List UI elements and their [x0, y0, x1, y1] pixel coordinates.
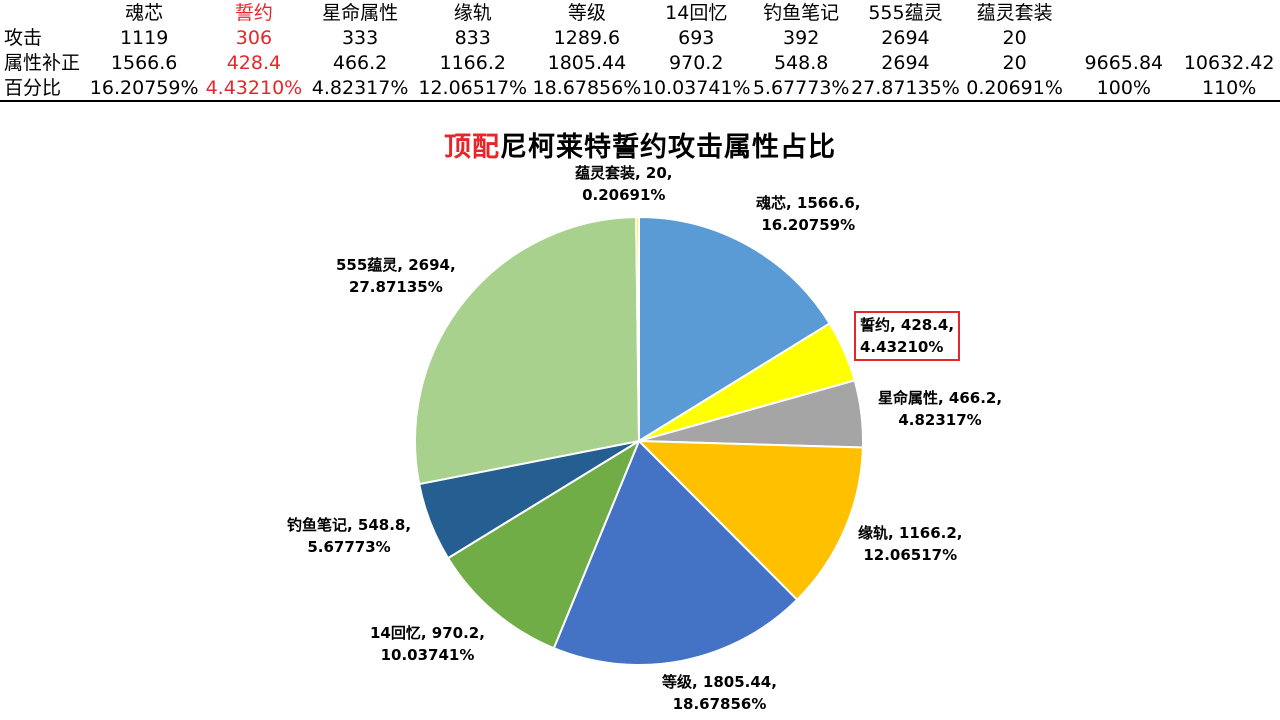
slice-label-diaoyu: 钓鱼笔记, 548.8, 5.67773% — [287, 514, 411, 558]
table-cell: 306 — [235, 26, 273, 49]
slice-label-line: 等级, 1805.44, — [662, 673, 777, 691]
slice-label-line: 5.67773% — [307, 538, 391, 556]
slice-label-line: 0.20691% — [582, 186, 666, 204]
slice-label-line: 4.82317% — [898, 411, 982, 429]
table-row: 属性补正 1566.6 428.4 466.2 1166.2 1805.44 9… — [0, 50, 1280, 75]
header-cell: 缘轨 — [453, 1, 492, 24]
slice-label-line: 27.87135% — [348, 278, 443, 296]
table-cell: 1566.6 — [110, 51, 178, 74]
pie-slice-5 — [447, 440, 640, 650]
table-cell: 2694 — [881, 51, 930, 74]
table-cell: 970.2 — [669, 51, 724, 74]
slice-label-line: 12.06517% — [863, 546, 958, 564]
table-cell: 1119 — [119, 26, 169, 49]
table-row: 攻击 1119 306 333 833 1289.6 693 392 2694 … — [0, 25, 1280, 50]
slice-label-line: 4.43210% — [860, 338, 944, 356]
table-cell: 466.2 — [332, 51, 388, 74]
slice-label-line: 誓约, 428.4, — [860, 316, 955, 334]
slice-label-dengji: 等级, 1805.44, 18.67856% — [662, 671, 777, 715]
header-cell: 誓约 — [234, 1, 273, 24]
table-cell: 428.4 — [226, 51, 282, 74]
row-label: 攻击 — [4, 26, 43, 49]
slice-label-line: 18.67856% — [672, 695, 767, 713]
slice-label-line: 蕴灵套装, 20, — [575, 164, 673, 182]
table-cell: 1805.44 — [547, 51, 627, 74]
header-cell: 14回忆 — [665, 1, 728, 24]
header-cell: 555蕴灵 — [868, 1, 943, 24]
table-cell: 9665.84 — [1084, 51, 1164, 74]
pie-slice-7 — [414, 216, 640, 486]
row-label: 属性补正 — [4, 51, 81, 74]
slice-label-yunling-555: 555蕴灵, 2694, 27.87135% — [336, 254, 456, 298]
slice-label-shiyue: 誓约, 428.4, 4.43210% — [854, 311, 961, 361]
slice-label-line: 14回忆, 970.2, — [370, 624, 485, 642]
table-cell: 12.06517% — [412, 75, 533, 102]
data-table: 魂芯 誓约 星命属性 缘轨 等级 14回忆 钓鱼笔记 555蕴灵 蕴灵套装 攻击… — [0, 0, 1280, 102]
table-cell: 18.67856% — [532, 75, 642, 102]
chart-title-highlight: 顶配 — [444, 132, 500, 163]
slice-label-yunling-taozhuang: 蕴灵套装, 20, 0.20691% — [575, 162, 673, 206]
slice-label-line: 555蕴灵, 2694, — [336, 256, 456, 274]
table-cell: 1289.6 — [553, 26, 621, 49]
header-cell: 蕴灵套装 — [976, 1, 1053, 24]
chart-title: 顶配尼柯莱特誓约攻击属性占比 — [0, 125, 1280, 164]
slice-label-yuangui: 缘轨, 1166.2, 12.06517% — [858, 522, 963, 566]
table-cell: 333 — [341, 26, 379, 49]
table-cell: 10.03741% — [641, 75, 752, 102]
table-header-row: 魂芯 誓约 星命属性 缘轨 等级 14回忆 钓鱼笔记 555蕴灵 蕴灵套装 — [0, 0, 1280, 25]
table-cell: 16.20759% — [87, 75, 201, 102]
pie-slice-4 — [552, 440, 799, 666]
slice-label-line: 缘轨, 1166.2, — [858, 524, 963, 542]
slice-label-line: 星命属性, 466.2, — [878, 389, 1003, 407]
pie-slice-0 — [638, 216, 831, 442]
table-cell: 4.82317% — [307, 75, 413, 102]
chart-title-text: 尼柯莱特誓约攻击属性占比 — [500, 132, 836, 163]
table-cell: 392 — [783, 26, 820, 49]
row-label: 百分比 — [0, 75, 88, 102]
pie-slice-8 — [635, 216, 640, 442]
table-cell: 693 — [678, 26, 715, 49]
slice-label-huiyi: 14回忆, 970.2, 10.03741% — [370, 622, 485, 666]
table-cell: 1166.2 — [439, 51, 506, 74]
pie-slice-3 — [638, 440, 864, 601]
table-cell: 100% — [1069, 75, 1179, 102]
table-cell: 20 — [1002, 51, 1027, 74]
slice-label-line: 10.03741% — [380, 646, 475, 664]
header-cell: 魂芯 — [125, 1, 164, 24]
table-cell: 27.87135% — [851, 75, 960, 102]
table-cell: 4.43210% — [200, 75, 308, 102]
table-cell: 833 — [454, 26, 491, 49]
slice-label-line: 钓鱼笔记, 548.8, — [287, 516, 412, 534]
header-cell: 钓鱼笔记 — [763, 1, 840, 24]
slice-label-xingming: 星命属性, 466.2, 4.82317% — [878, 387, 1002, 431]
slice-label-line: 16.20759% — [761, 216, 856, 234]
table-cell: 110% — [1178, 75, 1280, 102]
table-cell: 2694 — [881, 26, 930, 49]
table-cell: 10632.42 — [1183, 51, 1275, 74]
table-cell: 20 — [1002, 26, 1027, 49]
table-cell: 5.67773% — [751, 75, 852, 102]
table-row: 百分比 16.20759% 4.43210% 4.82317% 12.06517… — [0, 75, 1280, 102]
header-cell: 等级 — [567, 1, 606, 24]
slice-label-hunxin: 魂芯, 1566.6, 16.20759% — [756, 192, 861, 236]
header-cell: 星命属性 — [322, 1, 399, 24]
table-cell: 548.8 — [773, 51, 829, 74]
slice-label-line: 魂芯, 1566.6, — [756, 194, 861, 212]
table-cell: 0.20691% — [959, 75, 1070, 102]
